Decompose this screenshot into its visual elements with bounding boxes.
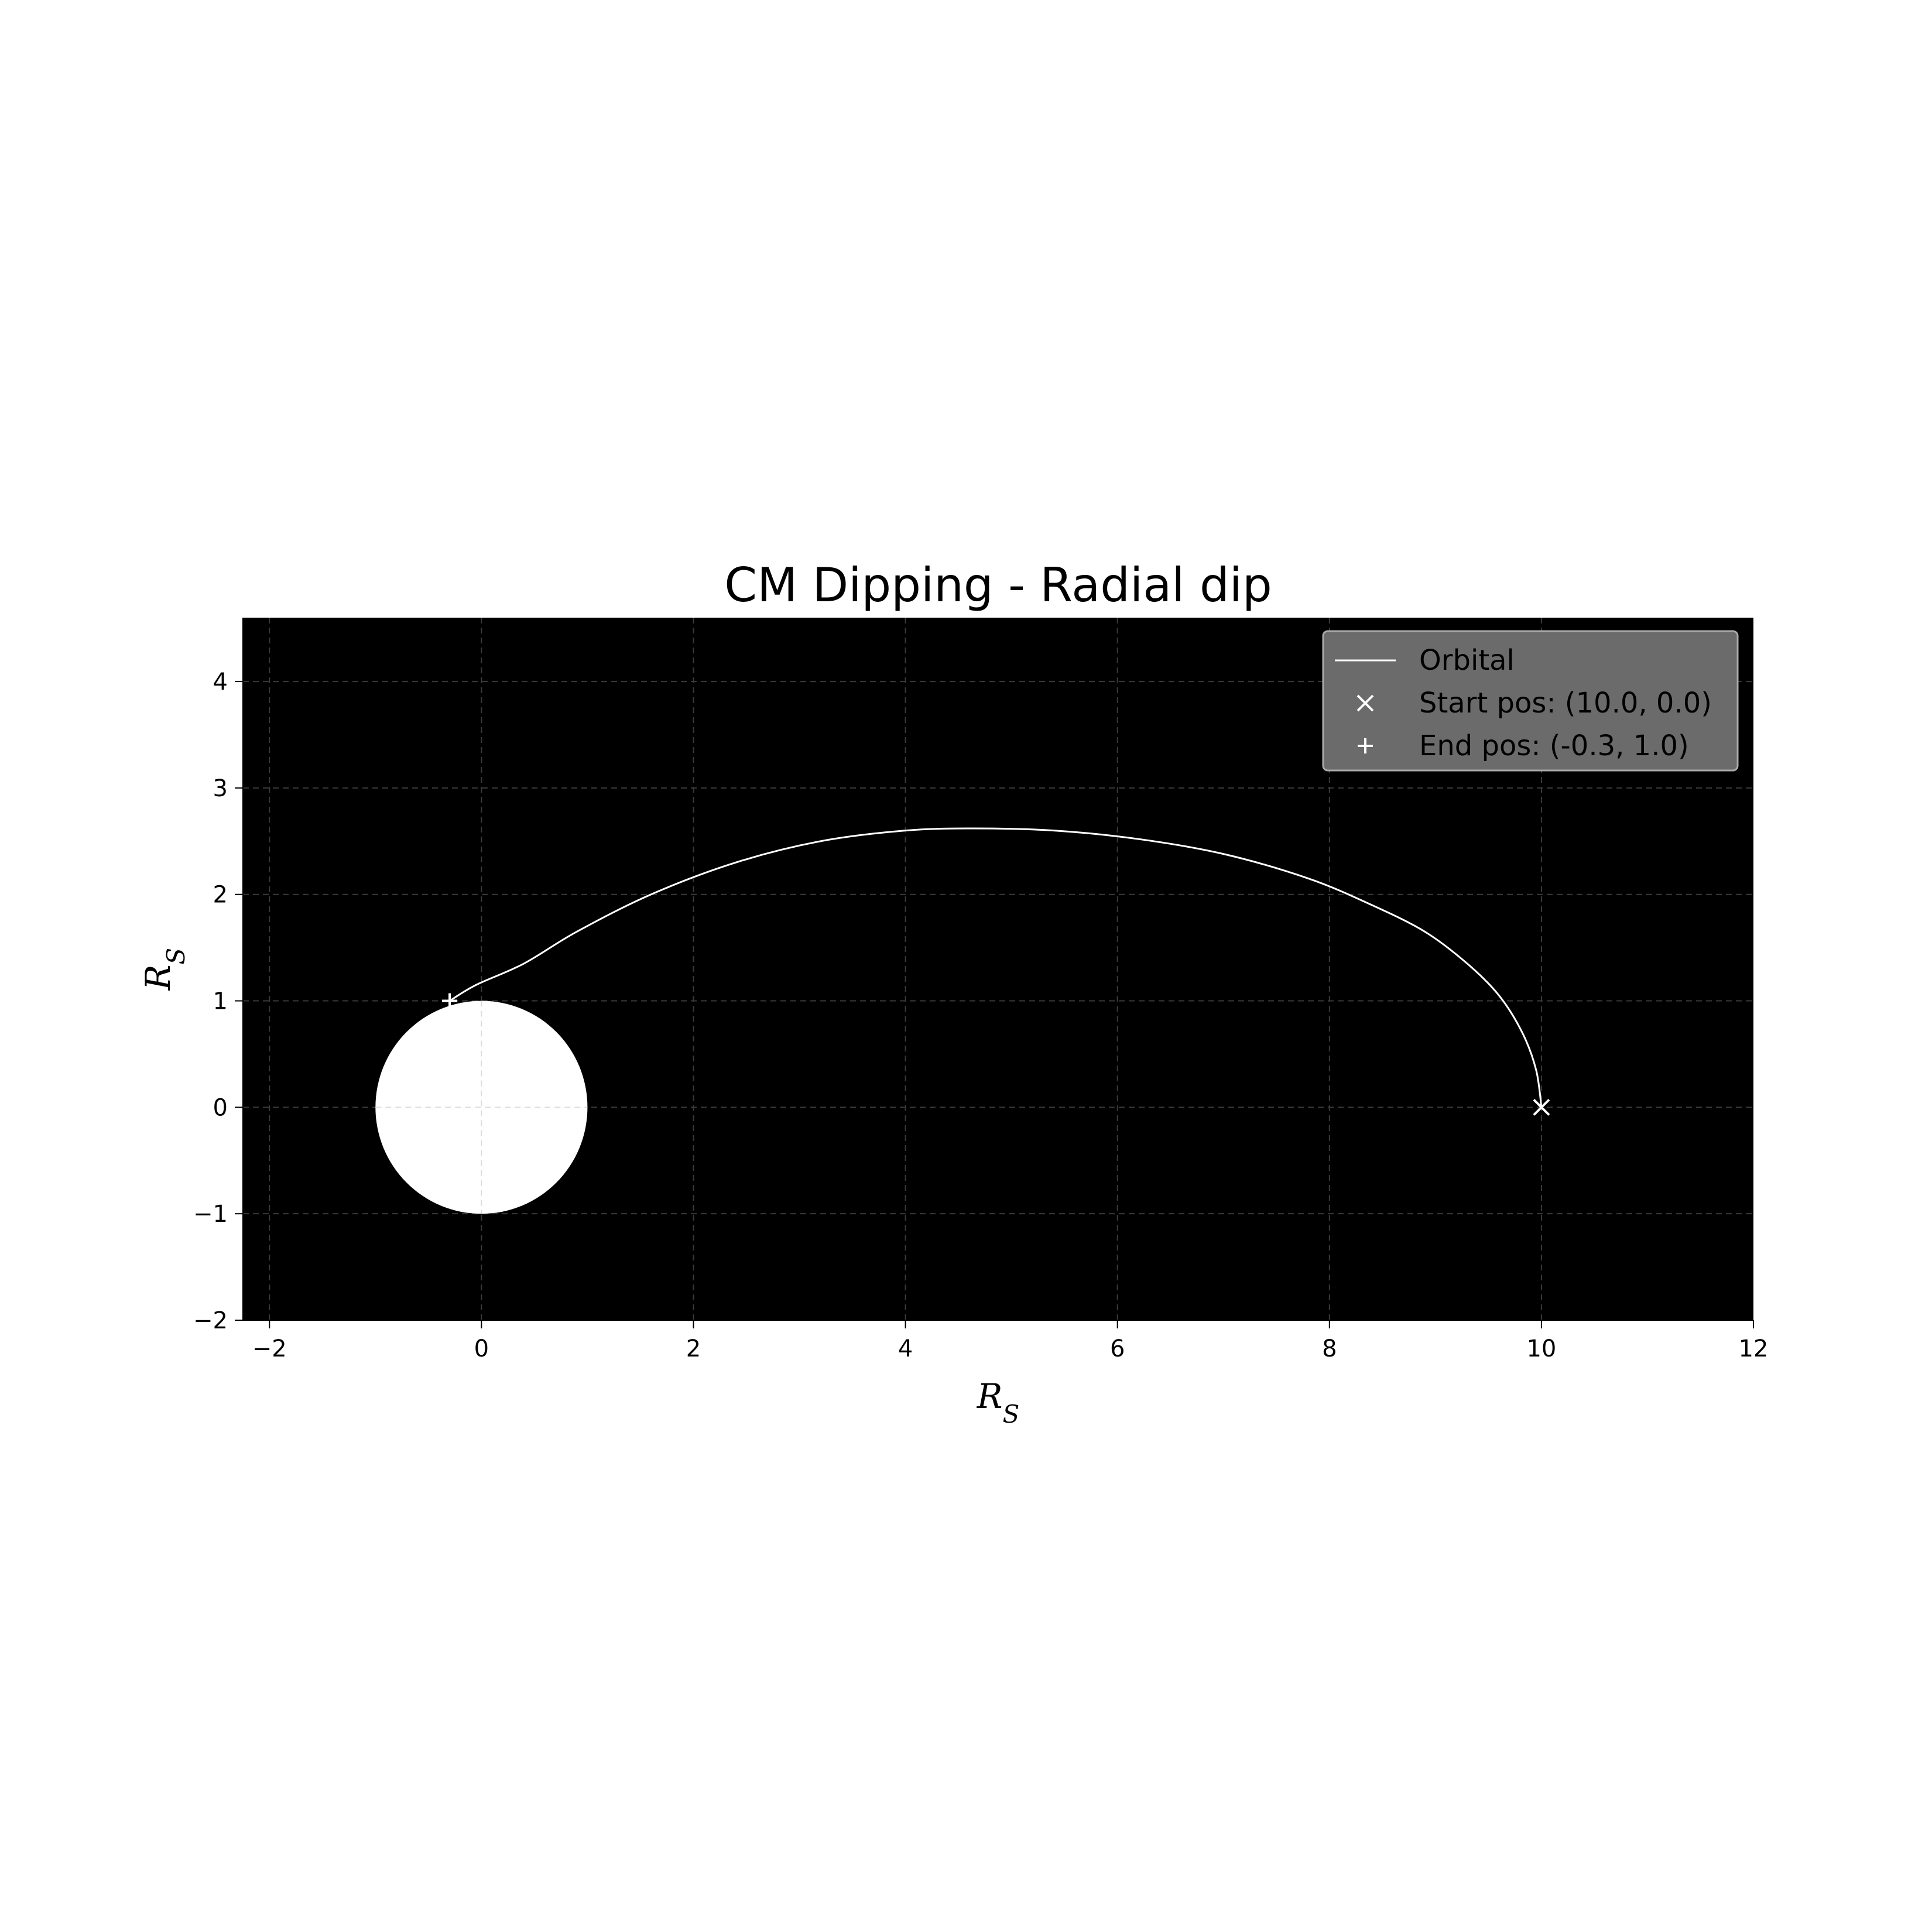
orbital-line <box>449 827 1543 1108</box>
x-axis-label: RS <box>977 1376 1019 1429</box>
x-tick-label: 6 <box>1110 1335 1125 1362</box>
x-tick-label: 4 <box>898 1335 913 1362</box>
chart-title: CM Dipping - Radial dip <box>724 558 1272 612</box>
start-position-marker <box>1533 1098 1550 1116</box>
x-tick-label: 0 <box>474 1335 489 1362</box>
x-tick-label: 8 <box>1322 1335 1337 1362</box>
end-position-marker <box>442 993 458 1009</box>
marker-x-stroke-2 <box>1356 694 1374 712</box>
central-body-circle <box>375 1001 588 1214</box>
legend-box <box>1322 630 1739 772</box>
y-tick-label: 3 <box>213 775 228 802</box>
legend-end-marker <box>1358 738 1373 753</box>
central-body-layer <box>375 1001 588 1214</box>
marker-x-stroke-2 <box>1533 1098 1550 1116</box>
legend: Orbital Start pos: (10.0, 0.0) End pos: (-… <box>1322 630 1739 772</box>
legend-start-marker <box>1356 694 1374 712</box>
y-axis-label: RS <box>138 948 190 991</box>
legend-entry-label: Start pos: (10.0, 0.0) <box>1419 687 1712 720</box>
y-tick-label: 0 <box>213 1094 228 1121</box>
axes <box>242 618 1753 1321</box>
y-tick-label: 4 <box>213 669 228 696</box>
legend-entry-label: Orbital <box>1419 644 1515 677</box>
x-tick-label: −2 <box>252 1335 287 1362</box>
x-tick-label: 12 <box>1739 1335 1769 1362</box>
y-tick-label: −1 <box>193 1201 228 1228</box>
data-layer <box>442 827 1550 1116</box>
y-tick-label: −2 <box>193 1307 228 1334</box>
legend-entry-label: End pos: (-0.3, 1.0) <box>1419 729 1689 762</box>
y-tick-label: 2 <box>213 882 228 909</box>
y-tick-label: 1 <box>213 988 228 1015</box>
x-tick-label: 10 <box>1526 1335 1556 1362</box>
x-tick-label: 2 <box>686 1335 701 1362</box>
